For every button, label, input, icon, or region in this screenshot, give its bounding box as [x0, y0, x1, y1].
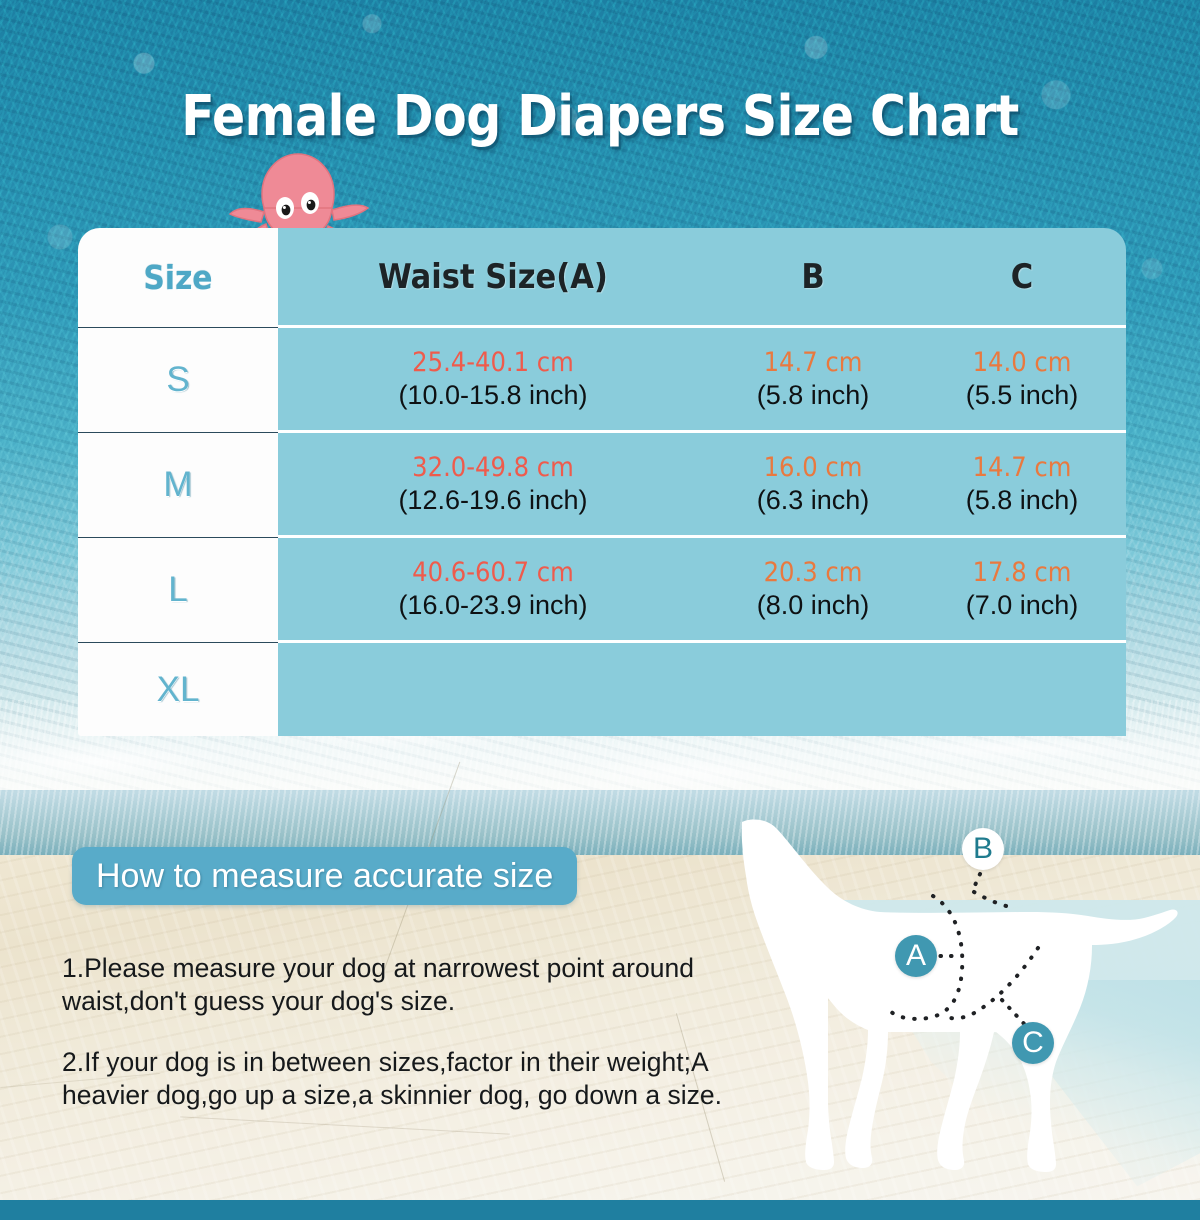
header-cell-b: B	[708, 228, 918, 328]
column-header-b: B	[801, 256, 825, 297]
size-label: L	[168, 570, 188, 609]
c-cm-value: 14.7 cm	[972, 451, 1072, 483]
size-label: XL	[156, 669, 200, 709]
instruction-note-1: 1.Please measure your dog at narrowest p…	[62, 953, 694, 1017]
table-row: M 32.0-49.8 cm (12.6-19.6 inch) 16.0 cm …	[78, 433, 1126, 538]
how-to-measure-badge: How to measure accurate size	[72, 847, 578, 905]
marker-a-label: A	[905, 939, 926, 972]
waist-cm-value: 32.0-49.8 cm	[412, 451, 574, 483]
dog-silhouette-icon	[741, 819, 1178, 1172]
column-header-waist: Waist Size(A)	[378, 256, 608, 297]
how-to-measure-label: How to measure accurate size	[96, 856, 554, 895]
marker-c-label: C	[1022, 1026, 1044, 1059]
cell-waist-xl	[278, 643, 708, 736]
header-cell-waist: Waist Size(A)	[278, 228, 708, 328]
cell-waist-m: 32.0-49.8 cm (12.6-19.6 inch)	[278, 433, 708, 538]
b-cm-value: 20.3 cm	[763, 556, 863, 588]
dog-measurement-diagram: A B C	[740, 800, 1200, 1200]
row-size-l: L	[78, 538, 278, 643]
marker-c: C	[1012, 1022, 1054, 1064]
leader-line-b	[970, 872, 982, 894]
cell-c-l: 17.8 cm (7.0 inch)	[918, 538, 1126, 643]
marker-b-label: B	[972, 832, 993, 865]
b-cm-value: 16.0 cm	[763, 451, 863, 483]
header-cell-c: C	[918, 228, 1126, 328]
spine-dotted-b	[972, 890, 1018, 910]
column-header-size: Size	[143, 258, 213, 297]
cell-b-l: 20.3 cm (8.0 inch)	[708, 538, 918, 643]
b-inch-value: (6.3 inch)	[756, 484, 870, 515]
size-label: M	[163, 465, 193, 504]
waist-inch-value: (10.0-15.8 inch)	[398, 379, 588, 410]
cell-b-m: 16.0 cm (6.3 inch)	[708, 433, 918, 538]
table-row: S 25.4-40.1 cm (10.0-15.8 inch) 14.7 cm …	[78, 328, 1126, 433]
row-size-s: S	[78, 328, 278, 433]
table-header-row: Size Waist Size(A) B C	[78, 228, 1126, 328]
b-cm-value: 14.7 cm	[763, 346, 863, 378]
header-cell-size: Size	[78, 228, 278, 328]
cell-c-m: 14.7 cm (5.8 inch)	[918, 433, 1126, 538]
waist-inch-value: (12.6-19.6 inch)	[398, 484, 588, 515]
table-row: XL	[78, 643, 1126, 736]
c-cm-value: 17.8 cm	[972, 556, 1072, 588]
instruction-note-2: 2.If your dog is in between sizes,factor…	[62, 1047, 722, 1111]
cell-c-s: 14.0 cm (5.5 inch)	[918, 328, 1126, 433]
b-inch-value: (8.0 inch)	[756, 589, 870, 620]
marker-a: A	[895, 935, 937, 977]
marker-b: B	[962, 828, 1004, 870]
c-inch-value: (7.0 inch)	[965, 589, 1079, 620]
cell-waist-l: 40.6-60.7 cm (16.0-23.9 inch)	[278, 538, 708, 643]
column-header-c: C	[1010, 256, 1034, 297]
rear-loop-c-dotted	[942, 946, 1040, 1021]
waist-loop-a-dotted	[886, 894, 965, 1021]
waist-cm-value: 25.4-40.1 cm	[412, 346, 574, 378]
waist-inch-value: (16.0-23.9 inch)	[398, 589, 588, 620]
row-size-xl: XL	[78, 643, 278, 736]
cell-b-xl	[708, 643, 918, 736]
cell-b-s: 14.7 cm (5.8 inch)	[708, 328, 918, 433]
c-inch-value: (5.8 inch)	[965, 484, 1079, 515]
size-table: Size Waist Size(A) B C S 25.4-40.1 cm	[78, 228, 1126, 736]
size-chart-table: Size Waist Size(A) B C S 25.4-40.1 cm	[78, 228, 1126, 736]
table-row: L 40.6-60.7 cm (16.0-23.9 inch) 20.3 cm …	[78, 538, 1126, 643]
cell-c-xl	[918, 643, 1126, 736]
b-inch-value: (5.8 inch)	[756, 379, 870, 410]
page-title: Female Dog Diapers Size Chart	[181, 84, 1019, 149]
c-inch-value: (5.5 inch)	[965, 379, 1079, 410]
waist-cm-value: 40.6-60.7 cm	[412, 556, 574, 588]
size-label: S	[166, 360, 190, 399]
row-size-m: M	[78, 433, 278, 538]
cell-waist-s: 25.4-40.1 cm (10.0-15.8 inch)	[278, 328, 708, 433]
c-cm-value: 14.0 cm	[972, 346, 1072, 378]
